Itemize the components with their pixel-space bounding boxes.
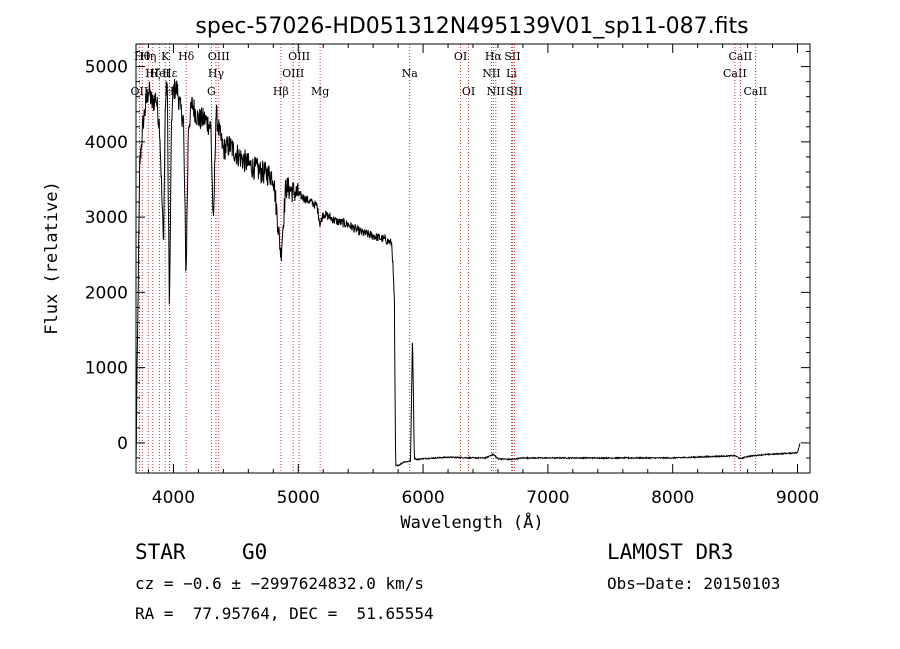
- y-tick-label-5: 5000: [85, 58, 128, 78]
- line-label-21: NII: [487, 85, 505, 98]
- line-label-3: Hζ: [145, 67, 161, 80]
- line-label-14: OIII: [288, 50, 310, 63]
- line-label-23: SII: [504, 50, 520, 63]
- x-tick-label-5: 9000: [776, 488, 819, 508]
- y-axis-label: Flux (relative): [42, 181, 62, 335]
- flux-series-line: [135, 78, 801, 467]
- x-tick-label-3: 7000: [526, 488, 569, 508]
- line-label-27: CaII: [743, 85, 767, 98]
- x-tick-label-1: 5000: [277, 488, 320, 508]
- object-subclass: G0: [242, 540, 268, 564]
- object-class: STAR: [135, 540, 186, 564]
- y-tick-label-3: 3000: [85, 208, 128, 228]
- line-label-16: Na: [402, 67, 419, 80]
- line-label-15: Mg: [311, 85, 329, 98]
- line-label-20: Hα: [485, 50, 503, 63]
- line-label-2: Hη: [140, 50, 156, 63]
- x-axis-label: Wavelength (Å): [400, 511, 543, 533]
- line-label-25: CaII: [723, 67, 747, 80]
- obs-date-text: Obs−Date: 20150103: [607, 574, 781, 593]
- line-label-4: HeI: [149, 67, 169, 80]
- x-tick-label-0: 4000: [152, 488, 195, 508]
- line-label-17: OI: [454, 50, 467, 63]
- line-label-5: K: [161, 50, 170, 63]
- line-label-10: Hγ: [208, 67, 225, 80]
- line-label-12: Hβ: [273, 85, 289, 98]
- line-label-8: Hδ: [178, 50, 195, 63]
- line-label-24: SII: [506, 85, 522, 98]
- line-label-9: G: [207, 85, 216, 98]
- line-label-0: OII: [131, 85, 149, 98]
- line-label-6: H: [165, 85, 175, 98]
- x-tick-label-4: 8000: [651, 488, 694, 508]
- line-label-13: OIII: [282, 67, 304, 80]
- line-label-1: Hθ: [134, 50, 151, 63]
- x-tick-label-2: 6000: [401, 488, 444, 508]
- line-label-19: NII: [482, 67, 500, 80]
- y-tick-label-2: 2000: [85, 283, 128, 303]
- line-label-22: Li: [506, 67, 517, 80]
- chart-title: spec-57026-HD051312N495139V01_sp11-087.f…: [195, 14, 748, 39]
- redshift-text: cz = −0.6 ± −2997624832.0 km/s: [135, 574, 424, 593]
- y-tick-label-1: 1000: [85, 359, 128, 379]
- plot-frame: [135, 43, 811, 474]
- y-tick-label-4: 4000: [85, 133, 128, 153]
- y-tick-label-0: 0: [117, 434, 128, 454]
- line-label-11: OIII: [208, 50, 230, 63]
- coordinates-text: RA = 77.95764, DEC = 51.65554: [135, 604, 434, 623]
- line-label-26: CaII: [729, 50, 753, 63]
- survey-name: LAMOST DR3: [607, 540, 734, 564]
- line-label-18: OI: [462, 85, 475, 98]
- axis-ticks: 4000 5000 6000 7000 8000 9000 0 1000 2000 3000 400…: [85, 44, 819, 508]
- line-label-7: Hε: [162, 67, 178, 80]
